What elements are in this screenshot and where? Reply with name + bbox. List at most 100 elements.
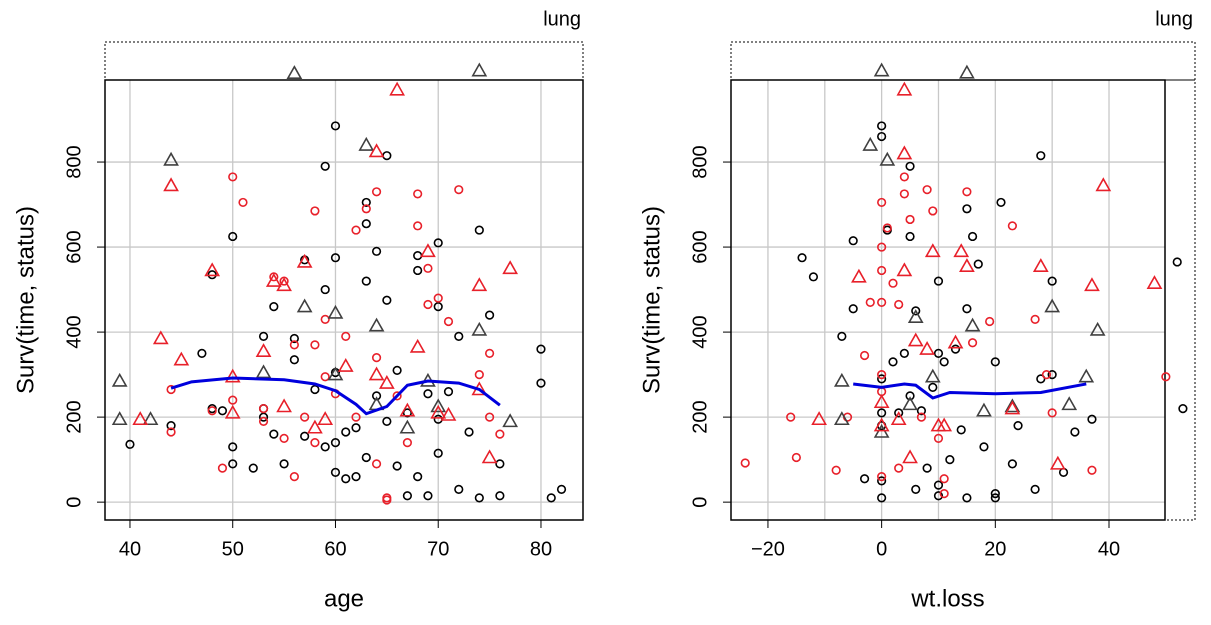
triangle-point bbox=[873, 62, 890, 77]
point bbox=[967, 231, 978, 242]
point bbox=[330, 438, 341, 448]
triangle-point bbox=[204, 262, 221, 277]
point bbox=[797, 253, 807, 263]
side-strip bbox=[1164, 79, 1196, 521]
strip-label: lung bbox=[543, 8, 581, 30]
y-tick-label: 600 bbox=[63, 230, 85, 263]
point bbox=[474, 225, 484, 235]
point bbox=[967, 338, 978, 348]
strip bbox=[104, 41, 584, 81]
triangle-point bbox=[1084, 277, 1100, 292]
x-tick-label: 70 bbox=[427, 538, 449, 560]
point bbox=[310, 384, 320, 395]
y-axis-title: Surv(time, status) bbox=[638, 206, 665, 394]
triangle-point bbox=[1032, 258, 1049, 273]
point bbox=[423, 263, 433, 273]
point bbox=[1013, 421, 1023, 431]
point bbox=[269, 301, 279, 312]
point bbox=[905, 391, 915, 401]
point bbox=[990, 357, 1000, 367]
point bbox=[371, 187, 382, 197]
point bbox=[1047, 276, 1057, 286]
triangle-point bbox=[851, 268, 867, 283]
triangle-point bbox=[976, 402, 992, 417]
x-tick-label: −20 bbox=[751, 538, 785, 560]
point bbox=[361, 276, 371, 286]
point bbox=[922, 463, 932, 473]
point bbox=[888, 357, 898, 367]
point bbox=[248, 463, 258, 473]
point bbox=[877, 197, 887, 208]
point bbox=[956, 425, 966, 435]
point bbox=[474, 493, 484, 503]
point bbox=[443, 387, 454, 397]
y-axis-title: Surv(time, status) bbox=[12, 206, 39, 394]
point bbox=[848, 236, 858, 246]
y-tick-label: 200 bbox=[63, 400, 85, 433]
point bbox=[928, 206, 938, 216]
point bbox=[877, 493, 887, 503]
point bbox=[1007, 459, 1017, 469]
triangle-point bbox=[919, 340, 935, 355]
point bbox=[1036, 151, 1046, 161]
triangle-point bbox=[896, 81, 913, 96]
point bbox=[433, 301, 443, 312]
point bbox=[382, 295, 392, 305]
point bbox=[341, 474, 351, 484]
point bbox=[922, 185, 932, 195]
point bbox=[279, 433, 289, 443]
triangle-point bbox=[902, 449, 918, 464]
point bbox=[495, 429, 505, 439]
triangle-point bbox=[276, 398, 292, 413]
triangle-point bbox=[936, 417, 953, 432]
y-tick-label: 400 bbox=[689, 315, 711, 348]
point bbox=[279, 459, 289, 469]
point bbox=[258, 412, 269, 422]
point bbox=[320, 284, 330, 295]
point bbox=[950, 344, 961, 354]
triangle-point bbox=[358, 136, 375, 151]
triangle-point bbox=[224, 368, 241, 383]
point bbox=[310, 340, 320, 350]
point bbox=[413, 472, 423, 482]
triangle-point bbox=[255, 364, 272, 379]
triangle-point bbox=[368, 317, 385, 332]
triangle-point bbox=[163, 177, 179, 192]
point bbox=[939, 474, 949, 484]
point bbox=[1087, 414, 1097, 424]
point bbox=[877, 408, 887, 418]
y-tick-label: 800 bbox=[689, 145, 711, 178]
y-tick-label: 800 bbox=[63, 145, 85, 178]
triangle-point bbox=[964, 317, 981, 332]
triangle-point bbox=[1089, 321, 1106, 336]
triangle-point bbox=[1078, 368, 1095, 383]
point bbox=[371, 391, 382, 401]
triangle-point bbox=[368, 143, 385, 158]
point bbox=[945, 455, 955, 465]
triangle-point bbox=[1004, 400, 1021, 415]
point bbox=[894, 408, 904, 418]
point bbox=[289, 340, 299, 350]
point bbox=[877, 370, 887, 380]
point bbox=[320, 442, 330, 452]
triangle-point bbox=[368, 366, 385, 381]
triangle-point bbox=[907, 309, 924, 324]
point bbox=[330, 121, 341, 131]
y-tick-label: 0 bbox=[63, 497, 85, 508]
point bbox=[238, 197, 248, 208]
point bbox=[899, 189, 909, 199]
triangle-point bbox=[163, 151, 179, 166]
point bbox=[962, 493, 972, 503]
point bbox=[556, 484, 567, 494]
point bbox=[402, 408, 412, 418]
point bbox=[228, 459, 238, 469]
triangle-point bbox=[132, 411, 149, 426]
point bbox=[207, 406, 217, 416]
point bbox=[197, 348, 207, 358]
triangle-point bbox=[173, 351, 190, 366]
point bbox=[786, 412, 796, 422]
point bbox=[939, 357, 949, 367]
triangle-point bbox=[873, 417, 890, 432]
y-tick-label: 400 bbox=[63, 315, 85, 348]
point bbox=[413, 265, 423, 276]
